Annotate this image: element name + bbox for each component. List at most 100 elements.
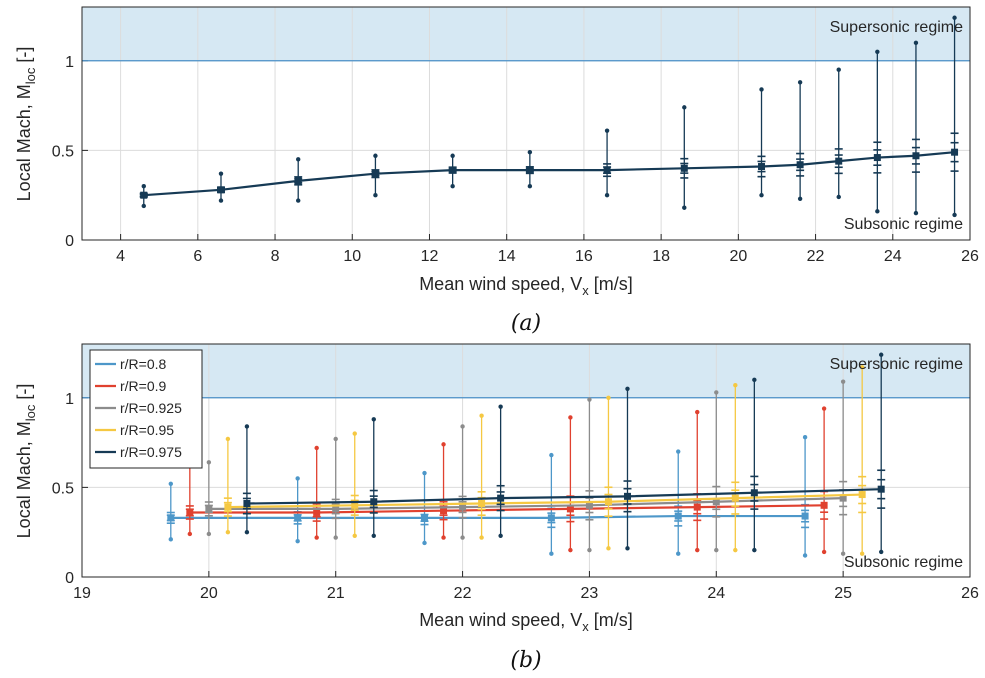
panel-a-series-1-min-point: [527, 184, 533, 189]
panel-b-y-tick-label: 0.5: [52, 480, 74, 497]
panel-b-series-3-min-point: [587, 547, 592, 553]
panel-b-series-4-mean-marker: [604, 498, 612, 506]
panel-b-series-2-line: [189, 504, 825, 514]
panel-b-series-3-max-point: [460, 424, 465, 429]
panel-a-x-tick-label: 14: [498, 248, 516, 265]
panel-a-series-1-max-point: [218, 171, 224, 176]
panel-b-x-tick-label: 24: [707, 585, 725, 602]
legend-label: r/R=0.8: [120, 356, 167, 372]
panel-b-series-4-mean-marker: [224, 503, 232, 511]
panel-a-series-1-max-point: [527, 149, 533, 155]
panel-a-marks: [139, 15, 959, 218]
panel-b-series-2-mean-marker: [440, 507, 448, 515]
panel-b-series-3-max-point: [206, 460, 212, 465]
panel-b-series-5-mean-marker: [370, 498, 378, 506]
panel-b-series-1-mean-marker: [801, 512, 809, 520]
panel-b-series-3-max-point: [587, 397, 592, 402]
panel-a-series-1-mean-marker: [526, 166, 534, 174]
panel-b-series-3-min-point: [206, 531, 212, 537]
panel-b-series-1-mean-marker: [421, 514, 429, 522]
panel-b-series-4-max-point: [859, 365, 865, 370]
panel-a-x-tick-label: 26: [961, 248, 979, 265]
panel-b-series-4-min-point: [606, 546, 611, 551]
panel-a-series-1-mean-marker: [912, 152, 920, 160]
panel-b-series-2-min-point: [314, 535, 319, 540]
panel-b-series-5-min-point: [879, 549, 884, 555]
panel-b-series-2-min-point: [695, 547, 700, 553]
panel-b-series-1-min-point: [422, 540, 427, 546]
panel-b-series-1-line: [170, 514, 806, 519]
panel-a-series-1-min-point: [875, 209, 880, 214]
panel-b-series-2-min-point: [821, 549, 827, 555]
panel-a-series-1-max-point: [373, 153, 378, 158]
panel-b-series-2-mean-marker: [566, 505, 574, 513]
panel-a-series-1-mean-marker: [680, 164, 688, 172]
panel-b-y-axis-label: Local Mach, Mloc [-]: [14, 384, 38, 539]
panel-b-series-5-line: [246, 488, 882, 505]
panel-b-series-4-min-point: [733, 547, 738, 553]
panel-b-series-3-mean-marker: [585, 501, 593, 509]
panel-b-series-3-mean-marker: [205, 505, 213, 513]
panel-b-series-4-max-point: [225, 436, 231, 442]
panel-b-x-tick-label: 21: [327, 585, 345, 602]
panel-b-series-2-min-point: [441, 535, 446, 540]
panel-a-x-axis-label: Mean wind speed, Vx [m/s]: [419, 274, 633, 298]
panel-b-series-5-max-point: [244, 424, 250, 429]
panel-a-series-1-max-point: [296, 157, 301, 162]
panel-a-y-tick-label: 0.5: [52, 143, 74, 160]
panel-b-series-2-mean-marker: [820, 501, 828, 509]
panel-b-series-4-max-point: [606, 395, 611, 400]
panel-a-series-1-min-point: [373, 192, 378, 198]
panel-b-series-2-min-point: [568, 547, 573, 553]
panel-b-series-2-min-point: [187, 531, 193, 537]
panel-b-series-4-mean-marker: [351, 501, 359, 509]
panel-b-series-3-min-point: [840, 551, 846, 556]
panel-a-series-1-mean-marker: [758, 163, 766, 171]
panel-b-x-tick-label: 26: [961, 585, 979, 602]
panel-b-series-1-min-point: [676, 551, 681, 556]
panel-b-series-4-min-point: [352, 533, 357, 538]
panel-a-y-tick-label: 0: [65, 233, 74, 250]
panel-b-series-3-mean-marker: [332, 505, 340, 513]
panel-b-series-1-mean-marker: [294, 514, 302, 522]
panel-a-series-1-min-point: [218, 198, 224, 203]
panel-a-axes-box: [81, 6, 971, 241]
panel-a-tick-labels: 4 6 8 10 12 14 16 18 20 22 24 26 0 0.5 1: [52, 54, 979, 265]
panel-b-series-5-mean-marker: [623, 492, 631, 500]
panel-a-series-1-min-point: [450, 184, 455, 189]
panel-a-series-1-mean-marker: [449, 166, 457, 174]
panel-a-x-tick-label: 20: [729, 248, 747, 265]
panel-a-caption: (a): [511, 311, 541, 336]
panel-a-series-1-min-point: [797, 196, 803, 201]
panel-a-series-1-mean-marker: [835, 157, 843, 165]
panel-a-series-1-mean-marker: [140, 191, 148, 199]
legend-label: r/R=0.95: [120, 422, 174, 438]
panel-b-series-1-max-point: [168, 481, 173, 486]
panel-b-marks: [166, 352, 886, 558]
panel-a-series-1-max-point: [450, 153, 455, 158]
panel-b-series-4-line: [227, 493, 863, 509]
panel-b-series-3-min-point: [460, 535, 465, 540]
panel-b-x-tick-label: 19: [73, 585, 91, 602]
panel-b-series-3-max-point: [333, 436, 338, 442]
panel-a-series-1-mean-marker: [217, 186, 225, 194]
panel-b-series-5-max-point: [752, 377, 757, 383]
panel-b-supersonic-region: [82, 344, 970, 398]
panel-b-x-tick-label: 20: [200, 585, 218, 602]
panel-a-series-1-min-point: [952, 212, 957, 218]
panel-a-series-1-line: [143, 151, 955, 197]
panel-b-legend: r/R=0.8 r/R=0.9 r/R=0.925 r/R=0.95 r/R=0.975: [89, 349, 203, 469]
panel-b-series-1-min-point: [295, 538, 300, 544]
panel-b-series-5-mean-marker: [497, 494, 505, 502]
panel-b-y-tick-label: 1: [65, 391, 74, 408]
panel-b-series-4-max-point: [733, 383, 738, 388]
panel-a-series-1-min-point: [141, 203, 146, 209]
panel-a-series-1-mean-marker: [603, 166, 611, 174]
panel-a-series-1-max-point: [913, 40, 919, 46]
panel-a-y-axis-label: Local Mach, Mloc [-]: [14, 47, 38, 202]
legend-label: r/R=0.9: [120, 378, 167, 394]
panel-a-x-tick-label: 24: [884, 248, 902, 265]
panel-b-caption: (b): [510, 648, 541, 673]
panel-b-series-1-min-point: [549, 551, 554, 556]
panel-a-supersonic-region: [82, 7, 970, 61]
